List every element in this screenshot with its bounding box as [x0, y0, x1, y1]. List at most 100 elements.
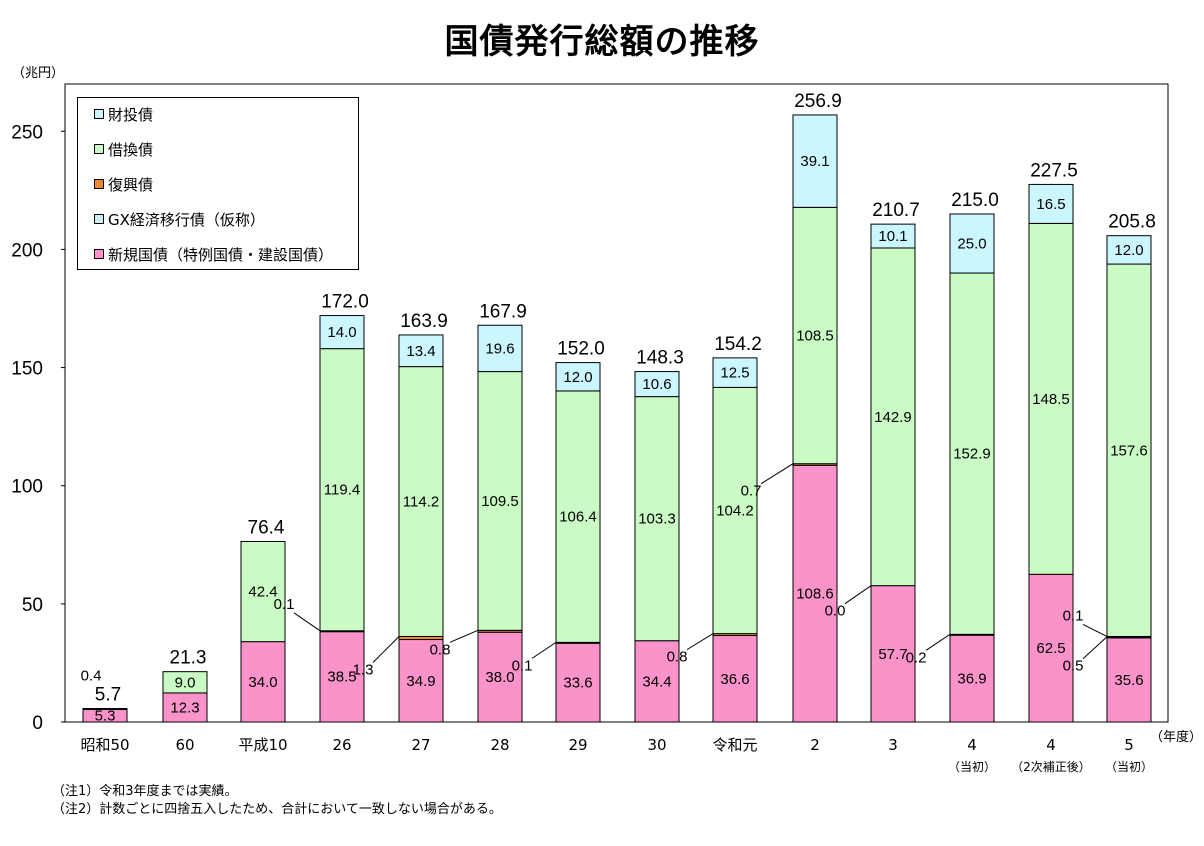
- data-label-fukko-5: 0.8: [430, 641, 451, 658]
- bar-zaito-12: [1028, 183, 1074, 224]
- data-label-shinki-6: 33.6: [563, 674, 592, 691]
- y-tick-label: 200: [11, 240, 43, 261]
- data-label-karikae-10: 142.9: [874, 409, 912, 426]
- total-label-2: 76.4: [248, 517, 285, 538]
- data-label-fukko-11: 0.2: [906, 649, 927, 666]
- bar-shinki-5: [477, 631, 523, 723]
- bar-zaito-13: [1106, 235, 1152, 265]
- data-label-karikae-12: 148.5: [1032, 391, 1070, 408]
- category-label-6: 29: [568, 736, 587, 754]
- bar-shinki-2: [240, 641, 286, 723]
- data-label-karikae-9: 108.5: [796, 328, 834, 345]
- data-label-zaito-6: 12.0: [563, 369, 592, 386]
- leader-line-fukko-6: [531, 641, 557, 659]
- bar-karikae-4: [398, 366, 444, 637]
- data-label-fukko-3: 0.1: [274, 596, 295, 613]
- bar-karikae-13: [1106, 263, 1152, 637]
- data-label-zaito-10: 10.1: [878, 228, 907, 245]
- total-label-9: 256.9: [794, 91, 842, 112]
- leader-line-gx-13: [1082, 636, 1108, 660]
- category-sublabel-12: （2次補正後）: [1011, 760, 1091, 774]
- chart-title: 国債発行総額の推移: [444, 22, 760, 62]
- y-tick-label: 50: [22, 595, 43, 616]
- data-label-karikae-11: 152.9: [953, 446, 991, 463]
- legend-item-zaito: 財投債: [94, 104, 153, 124]
- bar-zaito-8: [712, 357, 758, 388]
- data-label-zaito-13: 12.0: [1114, 242, 1143, 259]
- total-label-10: 210.7: [872, 200, 920, 221]
- category-sublabel-11: （当初）: [948, 760, 996, 774]
- legend-item-fukko: 復興債: [94, 174, 153, 194]
- data-label-shinki-0: 5.3: [95, 708, 116, 725]
- footnote-2: （注2）計数ごとに四捨五入したため、合計において一致しない場合がある。: [52, 802, 502, 817]
- bar-karikae-6: [555, 390, 601, 643]
- category-label-3: 26: [332, 736, 351, 754]
- category-label-8: 令和元: [712, 736, 757, 754]
- data-label-zaito-4: 13.4: [406, 343, 435, 360]
- category-sublabel-13: （当初）: [1105, 760, 1153, 774]
- data-label-shinki-1: 12.3: [170, 699, 199, 716]
- leader-line-fukko-9: [760, 463, 794, 485]
- bar-zaito-5: [477, 324, 523, 373]
- bar-karikae-8: [712, 386, 758, 635]
- bar-shinki-11: [949, 634, 995, 723]
- leader-line-fukko-4: [372, 636, 400, 663]
- total-label-7: 148.3: [636, 348, 684, 369]
- total-label-12: 227.5: [1030, 160, 1078, 181]
- data-label-karikae-2: 42.4: [248, 584, 277, 601]
- data-label-karikae-13: 157.6: [1110, 442, 1148, 459]
- data-label-zaito-3: 14.0: [327, 324, 356, 341]
- bar-zaito-6: [555, 362, 601, 392]
- legend-item-gx: GX経済移行債（仮称）: [94, 209, 265, 229]
- data-label-gx-13: 0.5: [1063, 658, 1084, 675]
- y-axis-unit: （兆円）: [12, 66, 64, 81]
- legend-label-shinki: 新規国債（特例国債・建設国債）: [108, 245, 334, 264]
- bar-karikae-2: [240, 540, 286, 643]
- y-tick-label: 0: [32, 713, 43, 734]
- plot-frame: [64, 83, 1169, 723]
- leader-line-fukko-13: [1082, 624, 1108, 637]
- data-label-karikae-1: 9.0: [175, 674, 196, 691]
- category-label-0: 昭和50: [80, 736, 129, 754]
- data-label-zaito-9: 39.1: [800, 153, 829, 170]
- data-label-shinki-10: 57.7: [878, 646, 907, 663]
- data-label-fukko-6: 0.1: [512, 657, 533, 674]
- legend-item-karikae: 借換債: [94, 139, 153, 159]
- data-label-karikae-3: 119.4: [324, 482, 360, 499]
- category-label-7: 30: [647, 736, 666, 754]
- category-label-11: 4: [967, 736, 977, 754]
- data-label-zaito-12: 16.5: [1036, 196, 1065, 213]
- bar-karikae-12: [1028, 222, 1074, 575]
- footnote-1: （注1）令和3年度までは実績。: [52, 784, 238, 799]
- data-label-shinki-3: 38.5: [327, 669, 356, 686]
- data-label-fukko-4: 1.3: [353, 661, 374, 678]
- category-label-13: 5: [1124, 736, 1134, 754]
- total-label-1: 21.3: [170, 648, 207, 669]
- category-label-10: 3: [888, 736, 898, 754]
- legend-label-karikae: 借換債: [108, 140, 154, 159]
- y-tick-label: 250: [11, 122, 43, 143]
- leader-line-fukko-5: [449, 629, 479, 643]
- bar-shinki-10: [870, 585, 916, 723]
- data-label-karikae-0: 0.4: [81, 668, 102, 685]
- legend-swatch-gx: [94, 214, 104, 224]
- category-label-9: 2: [810, 736, 820, 754]
- legend-label-fukko: 復興債: [108, 175, 154, 194]
- total-label-13: 205.8: [1108, 212, 1156, 233]
- bar-karikae-11: [949, 272, 995, 635]
- leader-line-fukko-10: [844, 585, 872, 605]
- data-label-shinki-11: 36.9: [957, 670, 986, 687]
- data-label-fukko-13: 0.1: [1063, 607, 1084, 624]
- bar-zaito-10: [870, 223, 916, 249]
- total-label-3: 172.0: [321, 292, 369, 313]
- bar-karikae-1: [162, 671, 208, 694]
- data-label-shinki-5: 38.0: [485, 669, 514, 686]
- category-label-4: 27: [411, 736, 430, 754]
- category-label-5: 28: [490, 736, 509, 754]
- legend-label-gx: GX経済移行債（仮称）: [108, 210, 265, 229]
- bar-shinki-6: [555, 642, 601, 723]
- data-label-shinki-12: 62.5: [1036, 640, 1065, 657]
- data-label-zaito-8: 12.5: [720, 365, 749, 382]
- bar-shinki-4: [398, 639, 444, 723]
- data-label-karikae-7: 103.3: [638, 511, 676, 528]
